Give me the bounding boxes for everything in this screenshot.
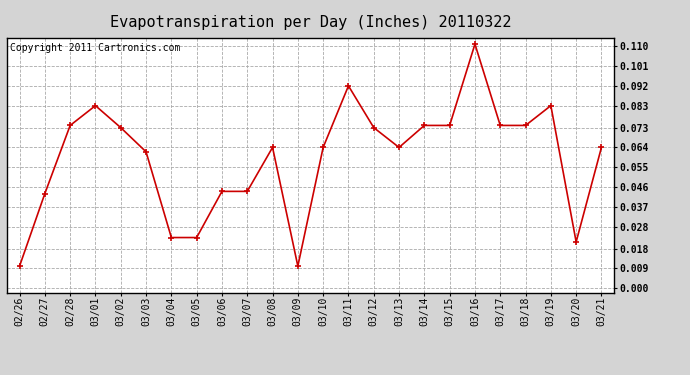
Text: Evapotranspiration per Day (Inches) 20110322: Evapotranspiration per Day (Inches) 2011…	[110, 15, 511, 30]
Text: Copyright 2011 Cartronics.com: Copyright 2011 Cartronics.com	[10, 43, 180, 52]
